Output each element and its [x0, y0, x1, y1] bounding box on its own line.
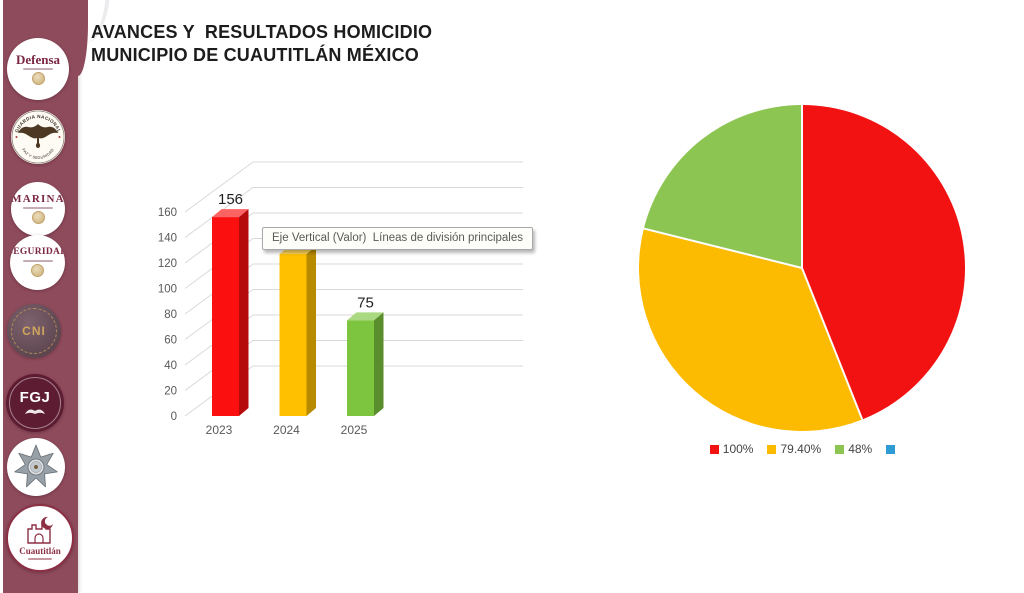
police-badge-logo — [7, 438, 65, 496]
x-category-label: 2023 — [206, 423, 233, 437]
gold-seal-icon — [31, 72, 45, 85]
pie-legend: 100% 79.40% 48% — [630, 441, 975, 457]
bar-side-face — [239, 209, 249, 416]
fgj-label: FGJ — [19, 389, 51, 406]
defensa-tagline — [23, 68, 53, 70]
bar-top-face — [347, 312, 384, 321]
bar-side-face — [306, 246, 316, 416]
fgj-ring-icon — [9, 377, 61, 429]
cuautitlan-logo: Cuautitlán — [6, 504, 74, 572]
cni-logo: CNI — [7, 304, 61, 358]
bar-2024[interactable] — [279, 246, 317, 416]
marina-label: MARINA — [11, 193, 65, 205]
bar-2025[interactable]: 75 — [347, 294, 384, 416]
y-tick-label: 40 — [164, 360, 177, 372]
legend-swatch-icon — [835, 444, 845, 454]
pie-chart[interactable] — [630, 95, 975, 447]
bar-front-face — [279, 254, 307, 416]
bar-2023[interactable]: 156 — [212, 191, 249, 416]
bar-value-label: 156 — [218, 191, 243, 208]
guardia-nacional-seal-icon: GUARDIA NACIONAL PAZ Y SEGURIDAD — [11, 110, 65, 164]
seguridad-label: SEGURIDAD — [10, 247, 65, 258]
y-tick-label: 20 — [164, 386, 177, 398]
bar-front-face — [347, 320, 374, 416]
y-tick-label: 0 — [171, 411, 177, 423]
y-tick-label: 80 — [164, 309, 177, 321]
seguridad-logo: SEGURIDAD — [10, 235, 65, 290]
legend-item[interactable]: 48% — [835, 442, 872, 456]
gridline-depth — [184, 161, 254, 213]
gold-seal-icon — [31, 211, 45, 224]
defensa-logo: Defensa — [7, 38, 69, 100]
defensa-label: Defensa — [15, 52, 61, 67]
legend-label: 79.40% — [780, 442, 822, 456]
legend-item[interactable]: 100% — [709, 442, 754, 456]
bar-front-face — [212, 217, 239, 416]
y-tick-label: 120 — [158, 258, 177, 270]
page-title: AVANCES Y RESULTADOS HOMICIDIO MUNICIPIO … — [91, 21, 432, 67]
legend-swatch-icon — [767, 444, 777, 454]
y-tick-label: 160 — [158, 207, 177, 219]
pie-slice-2[interactable] — [643, 105, 802, 268]
legend-label: 100% — [722, 442, 754, 456]
title-line-1: AVANCES Y RESULTADOS HOMICIDIO — [91, 22, 433, 43]
y-tick-label: 100 — [158, 284, 177, 296]
legend-item[interactable] — [886, 444, 896, 454]
seven-point-star-icon — [14, 444, 58, 488]
pie-separator — [643, 227, 803, 269]
seguridad-tagline — [22, 259, 53, 262]
gold-seal-icon — [31, 263, 44, 277]
x-category-label: 2025 — [341, 423, 368, 437]
castle-crest-icon — [27, 516, 53, 544]
y-tick-label: 140 — [158, 233, 177, 245]
chart-tooltip: Eje Vertical (Valor) Líneas de división … — [262, 227, 533, 250]
fgj-logo: FGJ — [6, 374, 64, 432]
legend-swatch-icon — [709, 444, 719, 454]
marina-tagline — [23, 207, 53, 209]
bar-side-face — [374, 312, 384, 416]
y-tick-label: 60 — [164, 335, 177, 347]
pie-separator — [801, 267, 864, 420]
legend-label: 48% — [848, 442, 873, 456]
guardia-nacional-logo: GUARDIA NACIONAL PAZ Y SEGURIDAD — [11, 110, 65, 164]
cni-label: CNI — [22, 324, 46, 338]
eagle-icon — [18, 124, 58, 148]
bar-chart[interactable]: 0 20 40 60 80 100 120 140 160 156 2023 2024 75 2025 — [140, 140, 560, 450]
x-category-label: 2024 — [273, 423, 300, 437]
pie-slice-0[interactable] — [802, 105, 965, 420]
bar-value-label: 75 — [357, 294, 374, 311]
marina-logo: MARINA — [11, 182, 65, 236]
cni-ring-icon — [11, 308, 57, 354]
cuautitlan-tagline — [28, 557, 52, 560]
sidebar-top-curve — [78, 0, 88, 76]
legend-swatch-icon — [886, 444, 896, 454]
bar-top-face — [212, 209, 249, 218]
legend-item[interactable]: 79.40% — [767, 442, 821, 456]
title-line-2: MUNICIPIO DE CUAUTITLÁN MÉXICO — [91, 45, 419, 66]
cuautitlan-label: Cuautitlán — [19, 545, 61, 556]
